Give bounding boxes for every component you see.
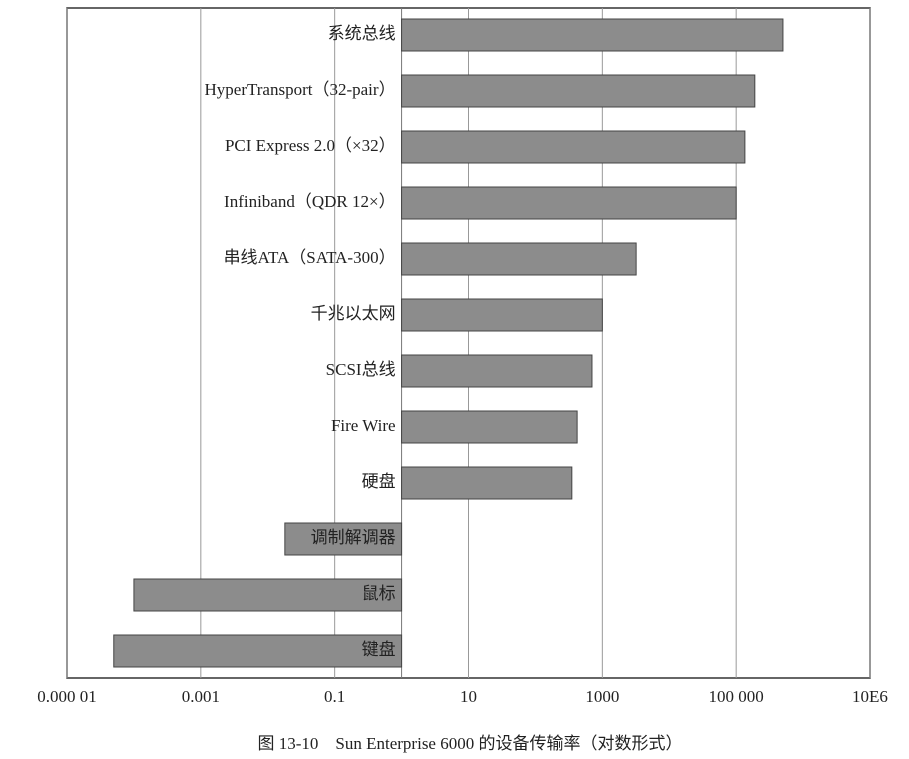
category-label: 系统总线 bbox=[328, 24, 396, 43]
bar bbox=[401, 18, 784, 52]
bar bbox=[401, 186, 737, 220]
category-label: SCSI总线 bbox=[326, 360, 396, 379]
x-tick-label: 1000 bbox=[585, 687, 619, 706]
x-tick-label: 0.1 bbox=[324, 687, 345, 706]
bar bbox=[113, 634, 403, 668]
bar bbox=[401, 466, 573, 500]
x-tick-label: 0.001 bbox=[182, 687, 220, 706]
x-tick-label: 10E6 bbox=[852, 687, 888, 706]
category-label: 千兆以太网 bbox=[311, 304, 396, 323]
x-tick-label: 100 000 bbox=[709, 687, 764, 706]
bar bbox=[401, 410, 578, 444]
category-label: 调制解调器 bbox=[311, 528, 396, 547]
caption: 图 13-10 Sun Enterprise 6000 的设备传输率（对数形式） bbox=[258, 734, 683, 753]
bar bbox=[401, 298, 603, 332]
category-label: PCI Express 2.0（×32） bbox=[225, 136, 396, 155]
category-label: 键盘 bbox=[362, 640, 396, 659]
x-tick-label: 10 bbox=[460, 687, 477, 706]
category-label: Infiniband（QDR 12×） bbox=[224, 192, 396, 211]
category-label: 硬盘 bbox=[362, 472, 396, 491]
category-label: 串线ATA（SATA-300） bbox=[224, 248, 396, 267]
bar bbox=[401, 354, 593, 388]
bar bbox=[401, 242, 637, 276]
x-tick-label: 0.000 01 bbox=[37, 687, 97, 706]
category-label: 鼠标 bbox=[362, 584, 396, 603]
bar bbox=[401, 130, 746, 164]
bar bbox=[284, 522, 403, 556]
category-label: Fire Wire bbox=[331, 416, 396, 435]
category-label: HyperTransport（32-pair） bbox=[205, 80, 396, 99]
bar bbox=[401, 74, 756, 108]
bar bbox=[133, 578, 403, 612]
